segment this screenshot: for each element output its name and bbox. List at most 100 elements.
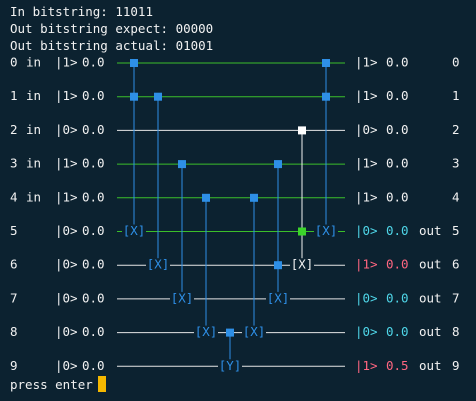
qubit-index-7: 7 [10, 290, 18, 305]
qubit-index-9: 9 [10, 358, 18, 373]
out-label-7: out [419, 290, 442, 305]
ket-out-9: |1> [355, 358, 378, 373]
out-expect-line: Out bitstring expect: 00000 [10, 21, 214, 36]
press-enter-prompt: press enter [10, 377, 93, 392]
ket-out-2: |0> [355, 122, 378, 137]
qubit-index-1: 1 [10, 88, 18, 103]
ket-in-1: |1> [55, 88, 78, 103]
qubit-index-right-2: 2 [452, 122, 460, 137]
control-dot-6-6 [274, 261, 282, 270]
control-dot-6-3 [274, 160, 282, 169]
ket-out-7: |0> [355, 290, 378, 305]
val-in-6: 0.0 [82, 257, 105, 272]
val-out-6: 0.0 [386, 257, 409, 272]
qubit-index-right-9: 9 [452, 358, 460, 373]
target-bg-4 [218, 359, 242, 374]
target-bg-5 [242, 325, 266, 340]
target-gate-4: [Y] [219, 358, 242, 373]
control-dot-8-0 [322, 59, 330, 67]
control-dot-0-1 [130, 92, 138, 101]
target-gate-7: [X] [291, 257, 314, 272]
val-out-4: 0.0 [386, 189, 409, 204]
val-out-7: 0.0 [386, 290, 409, 305]
target-gate-5: [X] [243, 324, 266, 339]
control-dot-7-2 [298, 126, 306, 135]
out-actual-line: Out bitstring actual: 01001 [10, 38, 214, 53]
val-in-2: 0.0 [82, 122, 105, 137]
qubit-index-2: 2 [10, 122, 18, 137]
val-in-5: 0.0 [82, 223, 105, 238]
val-in-4: 0.0 [82, 189, 105, 204]
control-dot-7-5 [298, 227, 306, 236]
qubit-index-4: 4 [10, 189, 18, 204]
val-out-0: 0.0 [386, 55, 409, 70]
target-bg-0 [122, 224, 146, 239]
ket-in-4: |1> [55, 189, 78, 204]
val-in-3: 0.0 [82, 156, 105, 171]
qubit-index-right-6: 6 [452, 257, 460, 272]
qubit-index-right-8: 8 [452, 324, 460, 339]
qubit-index-5: 5 [10, 223, 18, 238]
val-out-5: 0.0 [386, 223, 409, 238]
ket-in-6: |0> [55, 257, 78, 272]
val-in-1: 0.0 [82, 88, 105, 103]
qubit-prefix-1: in [26, 88, 41, 103]
control-dot-3-4 [202, 193, 210, 202]
out-label-8: out [419, 324, 442, 339]
target-gate-8: [X] [315, 223, 338, 238]
target-gate-0: [X] [123, 223, 146, 238]
qubit-index-right-1: 1 [452, 88, 460, 103]
ket-out-1: |1> [355, 88, 378, 103]
ket-out-8: |0> [355, 324, 378, 339]
qubit-index-right-3: 3 [452, 156, 460, 171]
target-gate-2: [X] [171, 290, 194, 305]
terminal-cursor [98, 376, 106, 392]
qubit-index-right-4: 4 [452, 189, 460, 204]
qubit-index-right-0: 0 [452, 55, 460, 70]
qubit-prefix-4: in [26, 189, 41, 204]
ket-out-5: |0> [355, 223, 378, 238]
target-bg-1 [146, 258, 170, 273]
in-bitstring-line: In bitstring: 11011 [10, 4, 153, 19]
target-bg-7 [290, 258, 314, 273]
control-dot-8-1 [322, 92, 330, 101]
ket-in-2: |0> [55, 122, 78, 137]
control-dot-2-3 [178, 160, 186, 169]
qubit-prefix-3: in [26, 156, 41, 171]
target-gate-6: [X] [267, 290, 290, 305]
ket-in-5: |0> [55, 223, 78, 238]
ket-out-3: |1> [355, 156, 378, 171]
target-bg-2 [170, 291, 194, 306]
ket-out-4: |1> [355, 189, 378, 204]
control-dot-1-1 [154, 92, 162, 101]
ket-in-3: |1> [55, 156, 78, 171]
val-in-0: 0.0 [82, 55, 105, 70]
qubit-index-3: 3 [10, 156, 18, 171]
out-label-5: out [419, 223, 442, 238]
ket-in-9: |0> [55, 358, 78, 373]
val-out-8: 0.0 [386, 324, 409, 339]
ket-in-0: |1> [55, 55, 78, 70]
control-dot-5-4 [250, 193, 258, 202]
ket-in-8: |0> [55, 324, 78, 339]
target-bg-8 [314, 224, 338, 239]
val-out-1: 0.0 [386, 88, 409, 103]
val-in-7: 0.0 [82, 290, 105, 305]
val-in-9: 0.0 [82, 358, 105, 373]
val-in-8: 0.0 [82, 324, 105, 339]
out-label-6: out [419, 257, 442, 272]
out-label-9: out [419, 358, 442, 373]
target-gate-1: [X] [147, 257, 170, 272]
qubit-prefix-0: in [26, 55, 41, 70]
target-bg-3 [194, 325, 218, 340]
qubit-index-6: 6 [10, 257, 18, 272]
control-dot-0-0 [130, 59, 138, 67]
val-out-3: 0.0 [386, 156, 409, 171]
target-bg-6 [266, 291, 290, 306]
ket-out-0: |1> [355, 55, 378, 70]
qubit-index-8: 8 [10, 324, 18, 339]
val-out-9: 0.5 [386, 358, 409, 373]
val-out-2: 0.0 [386, 122, 409, 137]
